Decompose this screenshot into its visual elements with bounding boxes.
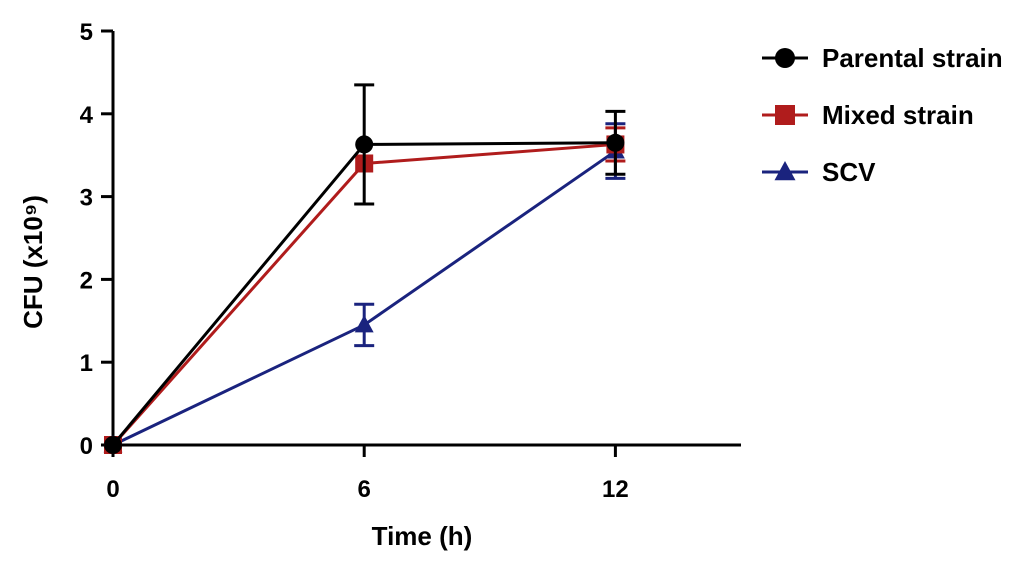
data-point [606,133,625,152]
legend-item: Parental strain [762,43,1003,73]
y-axis-title: CFU (x10⁹) [18,195,48,329]
series-parental-strain [104,83,626,454]
legend-label: Parental strain [822,43,1003,73]
legend-marker [774,161,796,181]
legend-label: Mixed strain [822,100,974,130]
legend: Parental strain Mixed strain SCV [762,43,1003,187]
y-tick-label: 4 [80,102,94,129]
legend-marker [775,105,795,125]
data-point [354,315,374,333]
y-tick-label: 3 [80,185,93,212]
y-tick-label: 0 [80,433,93,460]
data-point [355,135,374,154]
y-tick-label: 5 [80,19,93,46]
legend-marker [775,48,795,68]
data-point [104,436,122,454]
series-layer [103,83,626,454]
x-tick-label: 6 [358,476,371,503]
y-tick-label: 1 [80,350,93,377]
x-tick-label: 0 [106,476,119,503]
legend-label: SCV [822,157,876,187]
x-tick-label: 12 [602,476,629,503]
y-tick-label: 2 [80,267,93,294]
legend-item: Mixed strain [762,100,974,130]
legend-item: SCV [762,157,876,187]
x-axis-title: Time (h) [372,521,473,551]
